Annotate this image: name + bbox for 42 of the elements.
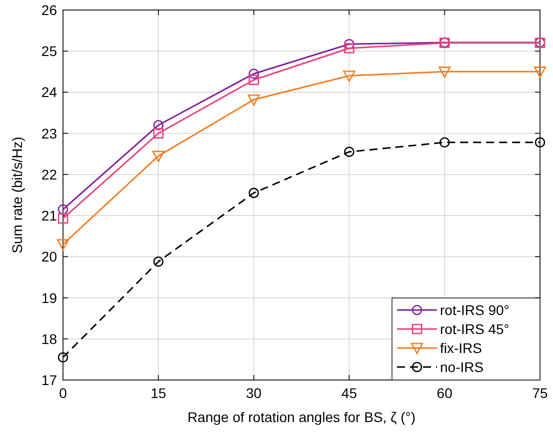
point xyxy=(534,137,546,148)
point xyxy=(248,188,259,198)
x-tick-label: 45 xyxy=(341,385,358,401)
x-axis-title: Range of rotation angles for BS, ζ (°) xyxy=(187,409,416,425)
legend-label: no-IRS xyxy=(440,359,484,375)
point xyxy=(344,43,354,54)
legend-label: fix-IRS xyxy=(440,340,482,356)
legend-label: rot-IRS 90° xyxy=(440,302,510,318)
y-tick-label: 26 xyxy=(41,2,58,18)
x-tick-label: 0 xyxy=(59,385,68,401)
point xyxy=(343,70,356,82)
y-tick-label: 24 xyxy=(41,84,58,100)
point xyxy=(153,120,164,130)
y-axis-title: Sum rate (bit/s/Hz) xyxy=(9,136,25,254)
point xyxy=(153,128,164,138)
point xyxy=(153,256,164,267)
point xyxy=(344,146,354,157)
point xyxy=(248,94,260,106)
y-tick-label: 17 xyxy=(41,372,58,388)
point xyxy=(58,204,68,215)
point xyxy=(56,239,70,250)
x-tick-label: 75 xyxy=(532,385,548,401)
y-tick-label: 19 xyxy=(41,290,58,306)
x-tick-label: 60 xyxy=(436,385,453,401)
y-tick-label: 22 xyxy=(41,166,58,182)
point xyxy=(152,150,164,162)
point xyxy=(58,213,68,224)
x-tick-label: 15 xyxy=(150,385,166,401)
y-tick-label: 21 xyxy=(41,208,58,224)
point xyxy=(344,38,354,50)
y-tick-label: 25 xyxy=(41,43,58,60)
x-tick-label: 30 xyxy=(246,385,262,401)
point xyxy=(438,66,451,78)
y-tick-label: 18 xyxy=(41,330,58,347)
point xyxy=(248,68,259,79)
legend-label: rot-IRS 45° xyxy=(440,321,510,337)
point xyxy=(439,137,450,148)
point xyxy=(58,352,68,363)
point xyxy=(248,74,259,86)
y-tick-label: 23 xyxy=(41,125,58,142)
y-tick-label: 20 xyxy=(41,248,58,265)
point xyxy=(534,66,546,78)
